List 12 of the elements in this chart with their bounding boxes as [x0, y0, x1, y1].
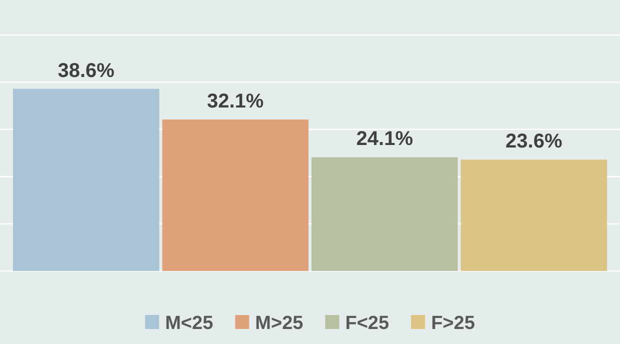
legend-label: F>25	[431, 313, 476, 334]
legend-label: M<25	[165, 313, 214, 334]
data-label: 38.6%	[58, 60, 115, 82]
bar	[460, 160, 608, 271]
data-label: 23.6%	[506, 130, 562, 153]
legend-label: M>25	[255, 313, 304, 334]
bar	[162, 119, 309, 271]
bar	[12, 88, 160, 271]
legend-label: F<25	[345, 313, 390, 334]
data-label: 24.1%	[356, 128, 414, 150]
bar	[311, 157, 458, 271]
data-label: 32.1%	[207, 90, 264, 112]
